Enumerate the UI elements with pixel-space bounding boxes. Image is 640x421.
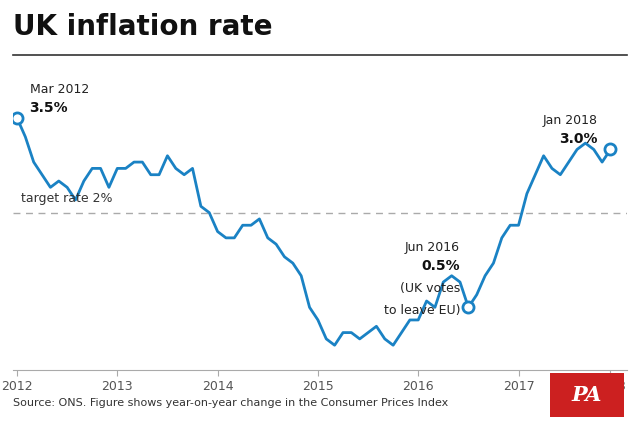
Text: Mar 2012: Mar 2012 [29, 83, 89, 96]
Text: 3.5%: 3.5% [29, 101, 68, 115]
Text: UK inflation rate: UK inflation rate [13, 13, 272, 41]
Text: 3.0%: 3.0% [559, 132, 598, 147]
Text: to leave EU): to leave EU) [383, 304, 460, 317]
Text: Source: ONS. Figure shows year-on-year change in the Consumer Prices Index: Source: ONS. Figure shows year-on-year c… [13, 398, 448, 408]
Text: Jun 2016: Jun 2016 [405, 241, 460, 253]
Text: target rate 2%: target rate 2% [21, 192, 113, 205]
Text: Jan 2018: Jan 2018 [543, 115, 598, 127]
Text: (UK votes: (UK votes [400, 282, 460, 295]
Text: PA: PA [572, 385, 602, 405]
Text: 0.5%: 0.5% [421, 258, 460, 273]
